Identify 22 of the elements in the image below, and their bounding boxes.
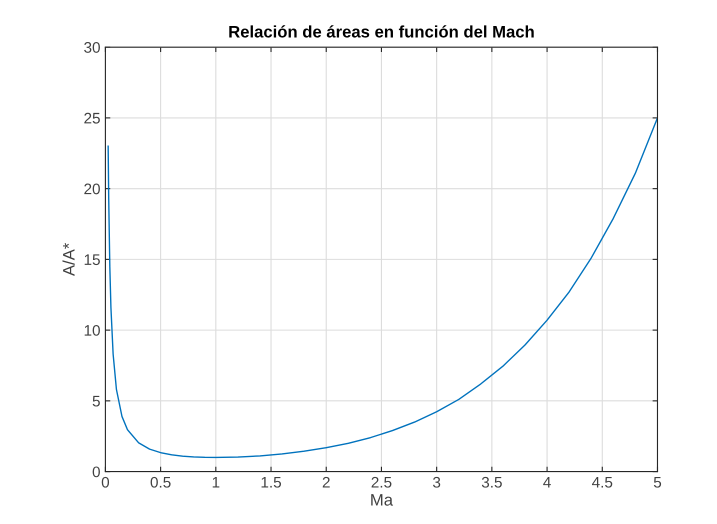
y-tick-label: 30	[84, 42, 100, 53]
x-tick-label: 1	[212, 477, 220, 488]
x-tick-label: 2.5	[372, 476, 392, 488]
y-tick-label: 10	[84, 324, 100, 336]
x-tick-label: 0.5	[150, 476, 171, 488]
y-tick-label: 25	[84, 112, 100, 124]
y-axis-title: A/A*	[62, 242, 75, 276]
x-axis-title: Ma	[371, 494, 394, 506]
chart-title: Relación de áreas en función del Mach	[229, 25, 534, 38]
y-tick-label: 15	[84, 254, 100, 266]
x-tick-label: 5	[654, 477, 662, 488]
x-tick-label: 1.5	[262, 477, 282, 488]
x-tick-label: 4.5	[592, 477, 612, 488]
y-tick-label: 5	[92, 396, 100, 407]
x-tick-label: 3	[432, 476, 440, 488]
x-tick-label: 3.5	[482, 476, 502, 488]
x-tick-label: 0	[102, 476, 110, 488]
x-tick-label: 4	[543, 477, 551, 488]
x-tick-label: 2	[322, 476, 330, 488]
y-tick-label: 0	[92, 466, 100, 478]
line-series	[107, 117, 658, 458]
y-tick-label: 20	[84, 184, 100, 194]
